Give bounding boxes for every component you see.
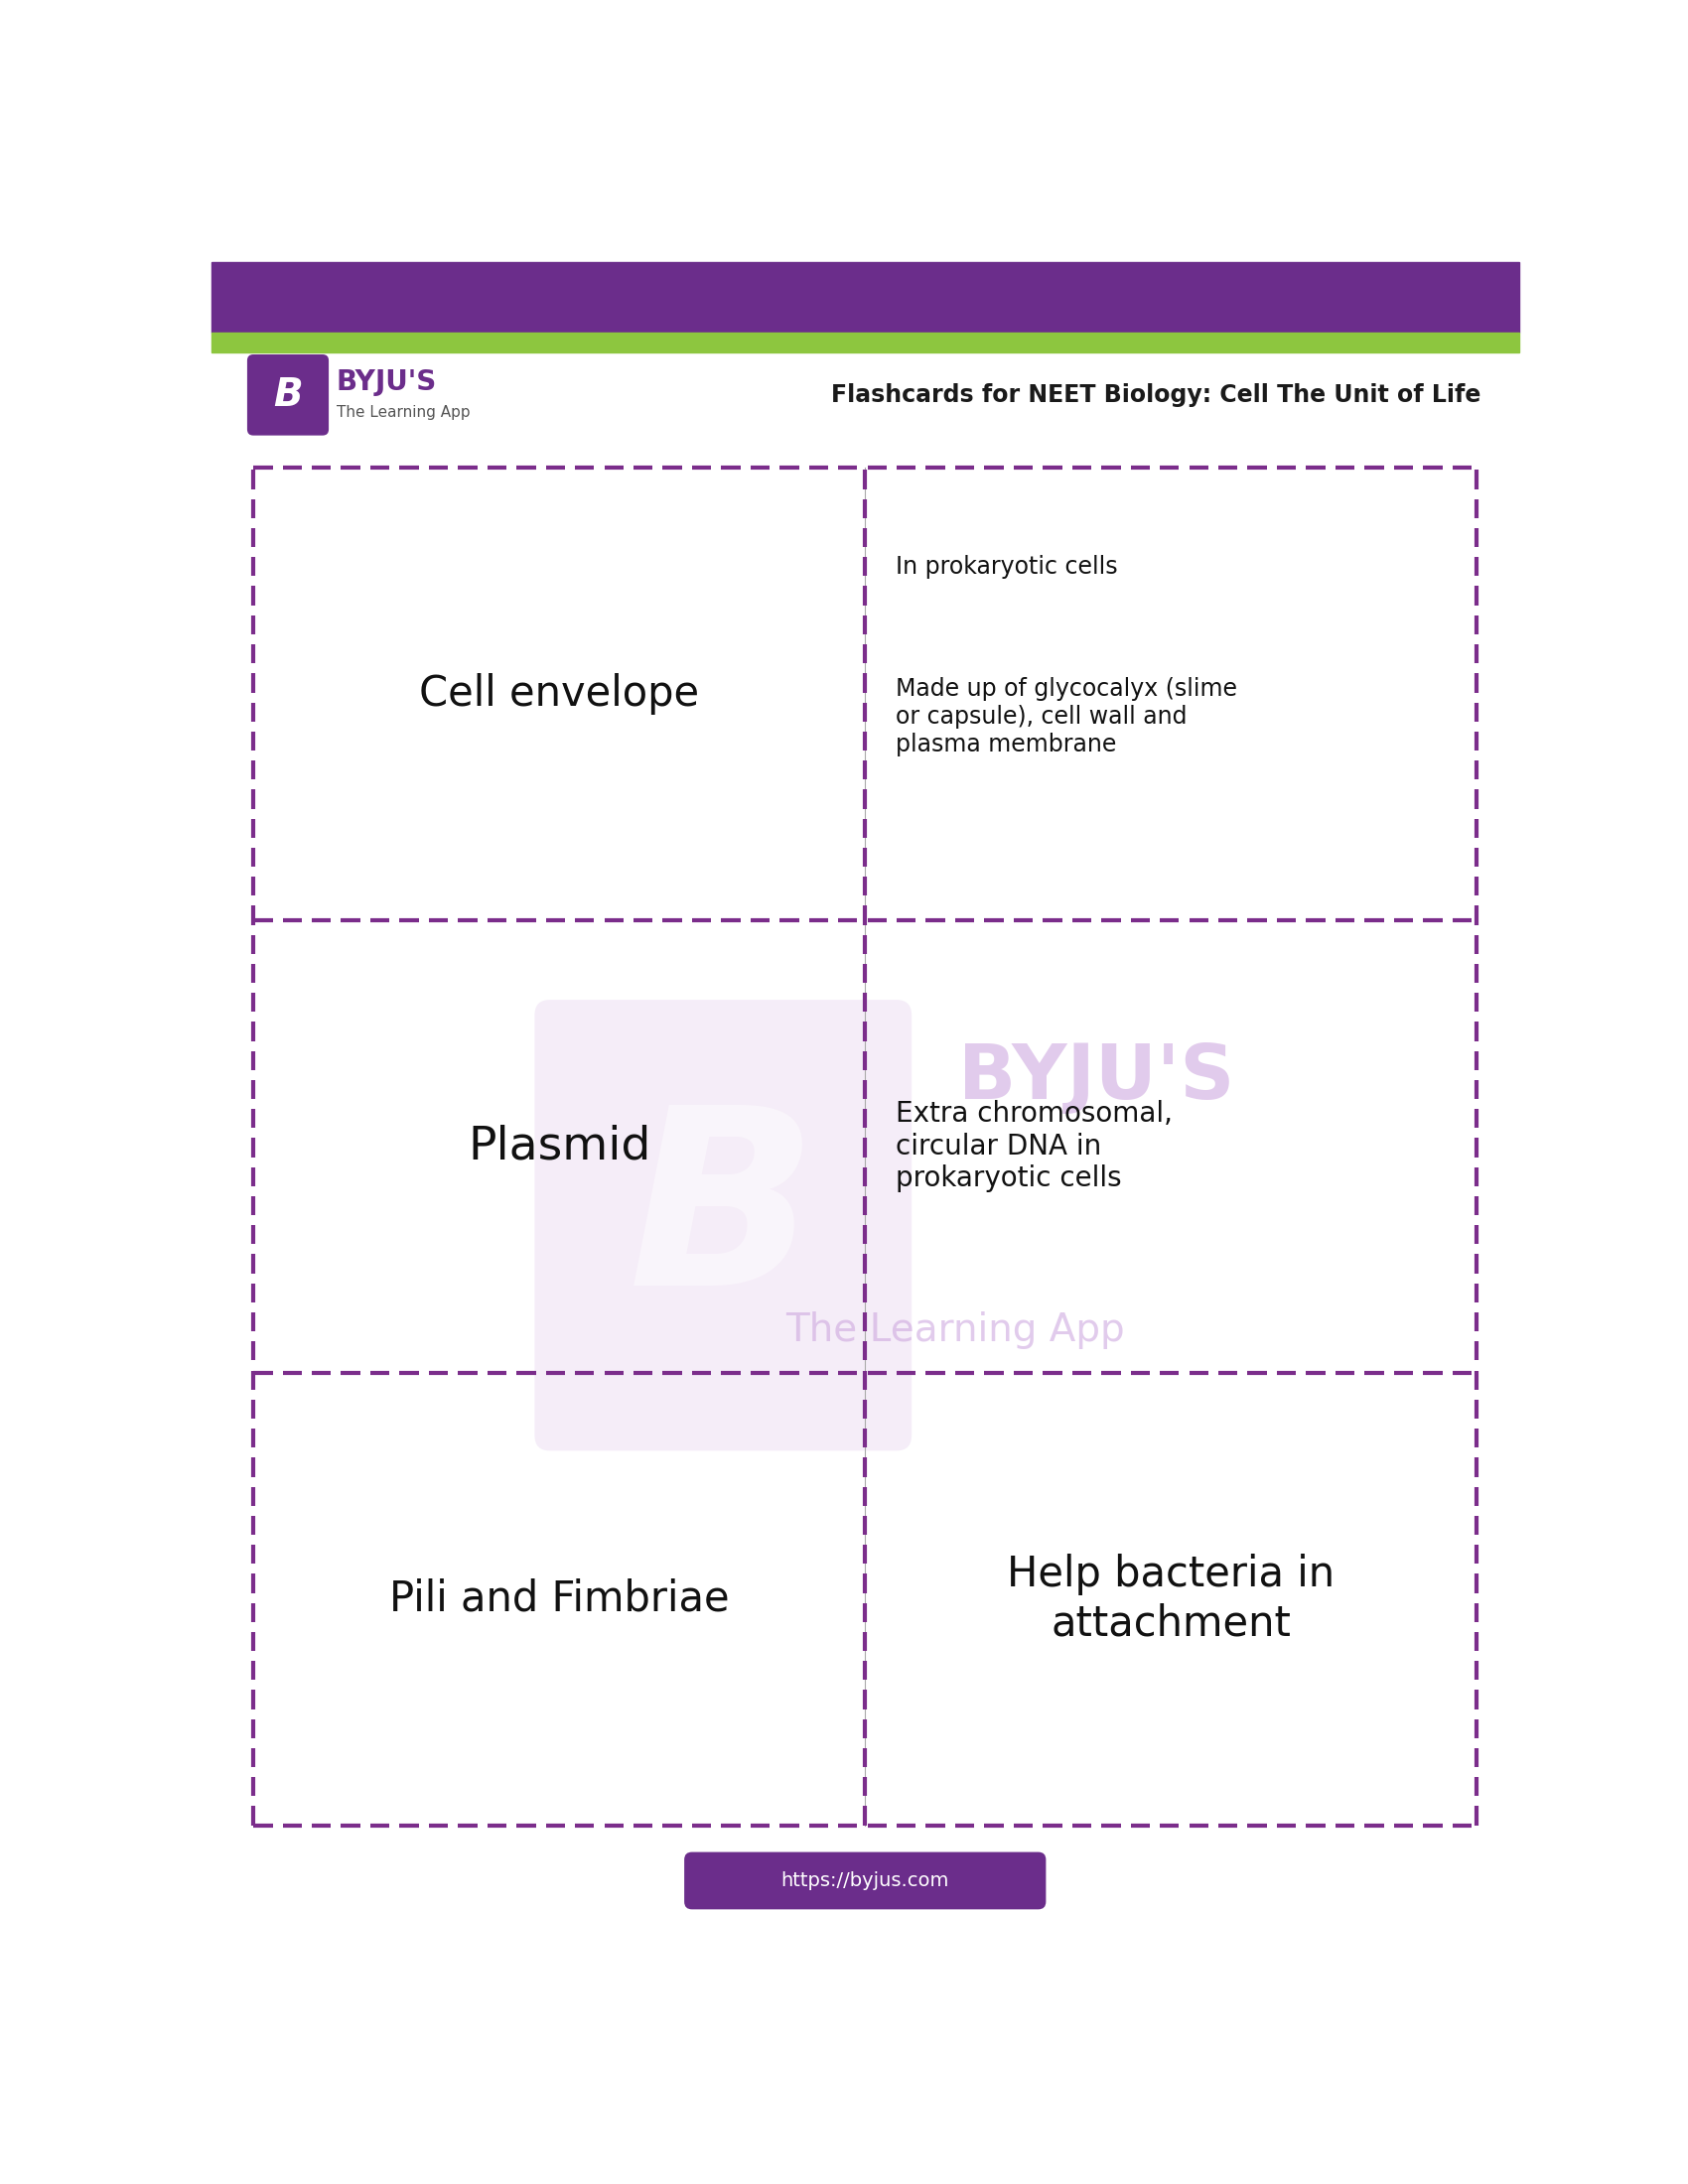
FancyBboxPatch shape xyxy=(246,354,329,435)
FancyBboxPatch shape xyxy=(535,1000,912,1450)
Text: The Learning App: The Learning App xyxy=(336,404,469,419)
Text: In prokaryotic cells: In prokaryotic cells xyxy=(896,555,1117,579)
Text: Plasmid: Plasmid xyxy=(468,1125,652,1168)
Text: The Learning App: The Learning App xyxy=(785,1313,1124,1350)
Text: BYJU'S: BYJU'S xyxy=(336,369,437,397)
Text: Pili and Fimbriae: Pili and Fimbriae xyxy=(390,1579,729,1621)
FancyBboxPatch shape xyxy=(684,1852,1047,1909)
Text: BYJU'S: BYJU'S xyxy=(959,1042,1236,1114)
Text: Help bacteria in
attachment: Help bacteria in attachment xyxy=(1008,1555,1335,1645)
Text: Flashcards for NEET Biology: Cell The Unit of Life: Flashcards for NEET Biology: Cell The Un… xyxy=(830,382,1480,406)
Bar xyxy=(211,262,1519,332)
Bar xyxy=(211,332,1519,354)
Text: Extra chromosomal,
circular DNA in
prokaryotic cells: Extra chromosomal, circular DNA in proka… xyxy=(896,1101,1173,1192)
Text: https://byjus.com: https://byjus.com xyxy=(782,1872,949,1889)
Text: B: B xyxy=(273,376,302,413)
Text: B: B xyxy=(628,1096,817,1337)
Text: Cell envelope: Cell envelope xyxy=(419,673,699,714)
Text: Made up of glycocalyx (slime
or capsule), cell wall and
plasma membrane: Made up of glycocalyx (slime or capsule)… xyxy=(896,677,1237,756)
